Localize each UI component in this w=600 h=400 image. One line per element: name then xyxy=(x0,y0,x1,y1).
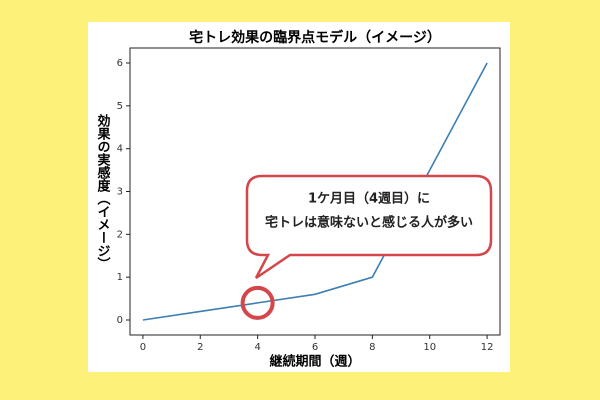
x-axis-label: 継続期間（週） xyxy=(269,354,360,370)
x-tick-label: 12 xyxy=(481,342,494,353)
y-tick-label: 2 xyxy=(117,229,123,240)
highlight-circle xyxy=(240,285,275,320)
callout-text: 1ケ月目（4週目）に xyxy=(308,191,430,207)
y-tick-label: 0 xyxy=(117,315,123,326)
y-tick-label: 3 xyxy=(117,187,123,198)
callout-text: 宅トレは意味ないと感じる人が多い xyxy=(265,215,473,231)
x-tick-label: 2 xyxy=(197,342,203,353)
y-tick-label: 1 xyxy=(117,272,123,283)
y-axis-label: 効果の実感度（イメージ） xyxy=(95,113,112,270)
x-tick-label: 4 xyxy=(254,342,260,353)
callout-bubble xyxy=(245,174,493,280)
y-tick-label: 5 xyxy=(117,101,123,112)
y-tick-label: 4 xyxy=(117,144,123,155)
chart-title: 宅トレ効果の臨界点モデル（イメージ） xyxy=(189,29,441,46)
x-tick-label: 0 xyxy=(140,342,146,353)
y-tick-label: 6 xyxy=(117,58,123,69)
x-tick-label: 6 xyxy=(312,342,318,353)
x-tick-label: 8 xyxy=(369,342,375,353)
line-series xyxy=(142,62,488,321)
x-tick-label: 10 xyxy=(423,342,436,353)
